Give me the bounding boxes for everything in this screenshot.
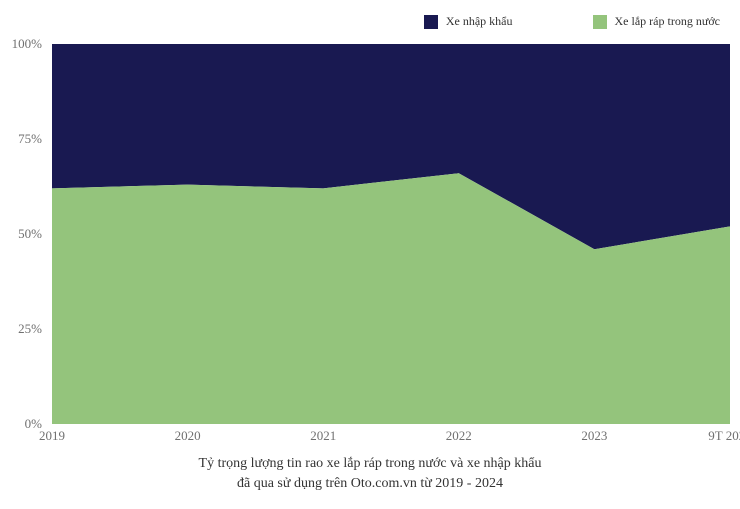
legend-swatch-domestic [593,15,607,29]
x-tick-label: 2020 [175,428,201,444]
legend-item-domestic: Xe lắp ráp trong nước [593,14,720,29]
chart-caption: Tỷ trọng lượng tin rao xe lắp ráp trong … [0,454,740,493]
y-tick-label: 25% [18,321,42,337]
x-tick-label: 2023 [581,428,607,444]
legend: Xe nhập khẩu Xe lắp ráp trong nước [0,14,720,29]
legend-label-imported: Xe nhập khẩu [446,14,513,29]
x-tick-label: 2021 [310,428,336,444]
y-axis: 0%25%50%75%100% [0,44,48,424]
plot-area [52,44,730,424]
x-tick-label: 2019 [39,428,65,444]
y-tick-label: 50% [18,226,42,242]
legend-item-imported: Xe nhập khẩu [424,14,513,29]
x-axis: 201920202021202220239T 2024 [52,428,730,448]
x-tick-label: 9T 2024 [708,428,740,444]
x-tick-label: 2022 [446,428,472,444]
caption-line2: đã qua sử dụng trên Oto.com.vn từ 2019 -… [237,476,503,491]
legend-label-domestic: Xe lắp ráp trong nước [615,14,720,29]
chart-svg [52,44,730,424]
chart-container: Xe nhập khẩu Xe lắp ráp trong nước 0%25%… [0,0,740,509]
caption-line1: Tỷ trọng lượng tin rao xe lắp ráp trong … [199,456,542,471]
y-tick-label: 100% [12,36,42,52]
legend-swatch-imported [424,15,438,29]
y-tick-label: 75% [18,131,42,147]
